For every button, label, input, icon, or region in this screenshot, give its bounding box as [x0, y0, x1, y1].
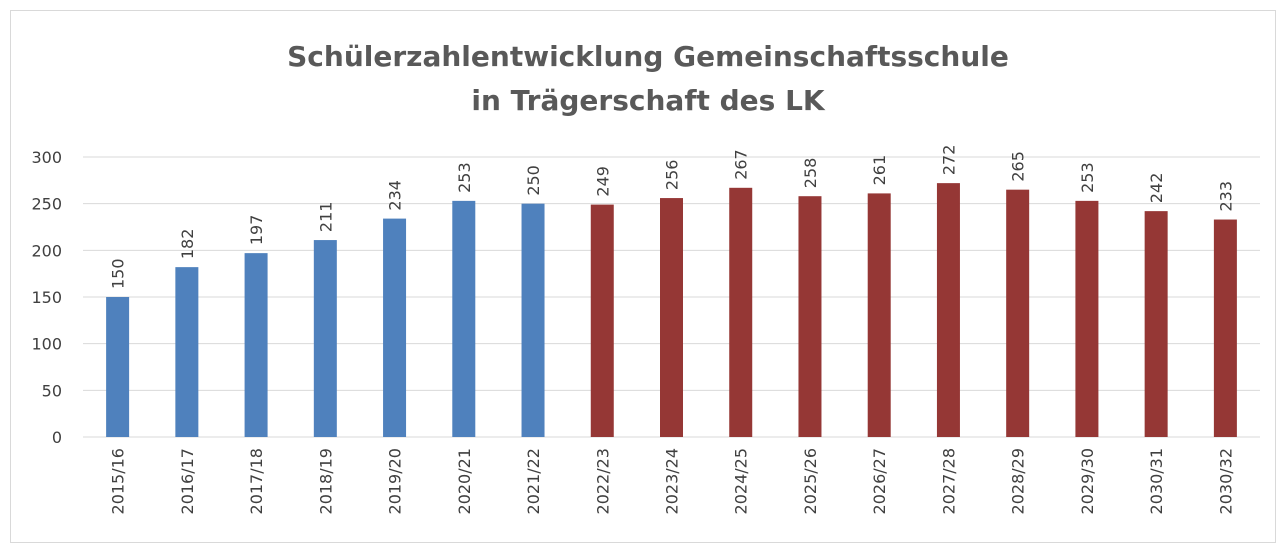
- bar: [1006, 189, 1030, 437]
- x-tick-label: 2018/19: [316, 448, 335, 514]
- bar: [590, 204, 614, 437]
- x-tick-label: 2029/30: [1078, 448, 1097, 514]
- value-label: 267: [732, 149, 751, 180]
- chart-border: [10, 10, 1276, 543]
- bar: [521, 203, 545, 437]
- bar: [798, 196, 822, 437]
- x-tick-label: 2021/22: [524, 448, 543, 514]
- bar: [175, 267, 199, 437]
- y-tick-label: 100: [31, 335, 62, 354]
- x-tick-label: 2017/18: [247, 448, 266, 514]
- value-label: 253: [455, 162, 474, 193]
- value-label: 250: [524, 165, 543, 196]
- x-tick-label: 2024/25: [732, 448, 751, 514]
- value-label: 249: [593, 166, 612, 197]
- bar: [313, 240, 337, 437]
- x-tick-label: 2022/23: [593, 448, 612, 514]
- value-label: 197: [247, 215, 266, 246]
- value-label: 233: [1216, 181, 1235, 212]
- bar: [936, 183, 960, 437]
- bar: [106, 297, 130, 437]
- y-tick-label: 200: [31, 241, 62, 260]
- x-tick-label: 2016/17: [178, 448, 197, 514]
- x-tick-label: 2026/27: [870, 448, 889, 514]
- x-tick-label: 2030/31: [1147, 448, 1166, 514]
- x-tick-label: 2025/26: [801, 448, 820, 514]
- bar: [452, 200, 476, 437]
- y-tick-label: 250: [31, 195, 62, 214]
- bar: [383, 218, 407, 437]
- value-label: 258: [801, 158, 820, 189]
- x-tick-label: 2023/24: [663, 448, 682, 514]
- bar: [867, 193, 891, 437]
- x-tick-label: 2027/28: [939, 448, 958, 514]
- bar: [1144, 211, 1168, 437]
- value-label: 265: [1009, 151, 1028, 182]
- x-tick-label: 2030/32: [1216, 448, 1235, 514]
- chart-title: in Trägerschaft des LK: [471, 84, 826, 117]
- value-label: 150: [109, 258, 128, 289]
- y-tick-label: 150: [31, 288, 62, 307]
- value-label: 234: [386, 180, 405, 211]
- y-tick-label: 300: [31, 148, 62, 167]
- bar: [1213, 219, 1237, 437]
- y-tick-label: 0: [52, 428, 62, 447]
- x-tick-label: 2015/16: [109, 448, 128, 514]
- bar: [244, 253, 268, 437]
- bar: [729, 187, 753, 437]
- chart-title: Schülerzahlentwicklung Gemeinschaftsschu…: [287, 40, 1009, 73]
- bar: [660, 198, 683, 437]
- value-label: 182: [178, 229, 197, 260]
- x-tick-label: 2020/21: [455, 448, 474, 514]
- value-label: 261: [870, 155, 889, 186]
- value-label: 211: [316, 202, 335, 233]
- bar: [1075, 200, 1099, 437]
- value-label: 256: [663, 160, 682, 191]
- value-label: 272: [939, 145, 958, 176]
- x-tick-label: 2019/20: [386, 448, 405, 514]
- x-tick-label: 2028/29: [1009, 448, 1028, 514]
- value-label: 242: [1147, 173, 1166, 204]
- y-tick-label: 50: [42, 381, 62, 400]
- value-label: 253: [1078, 162, 1097, 193]
